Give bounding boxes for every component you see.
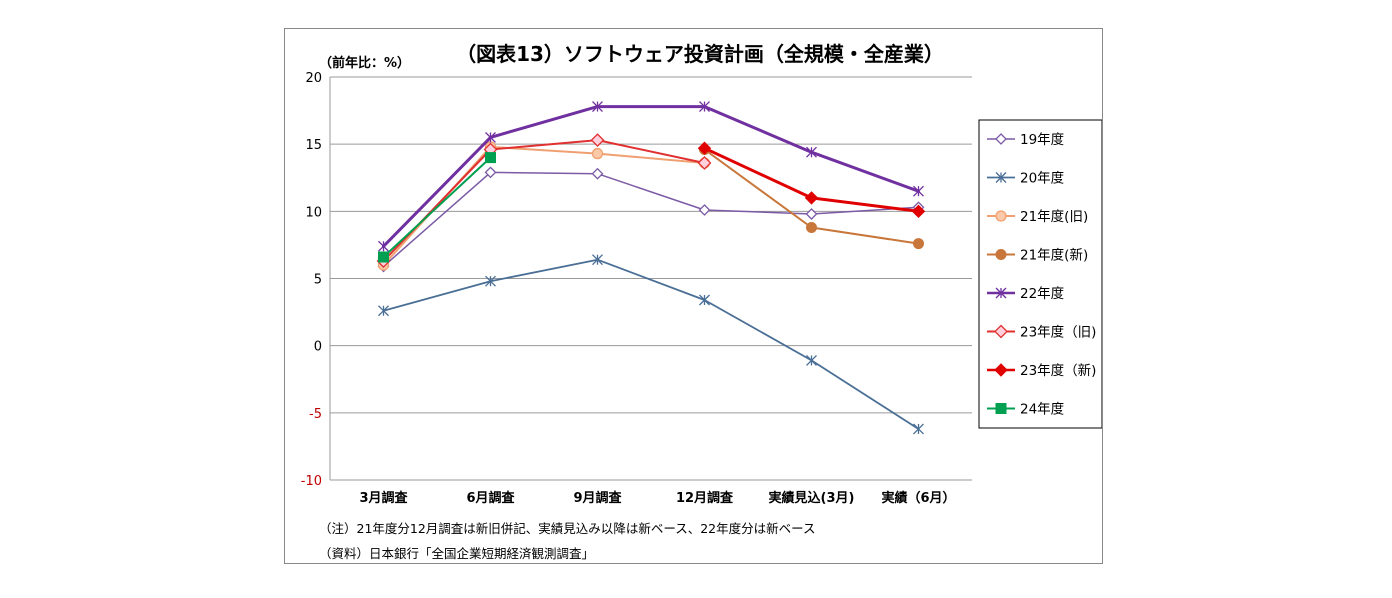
legend-entry: 19年度	[987, 132, 1064, 148]
data-point	[913, 423, 924, 435]
series	[378, 101, 924, 252]
x-tick-labels: 3月調査 6月調査 9月調査 12月調査 実績見込(3月) 実績（6月）	[359, 490, 955, 506]
chart-frame: （図表13）ソフトウェア投資計画（全規模・全産業） （前年比：%） 20 15 10…	[284, 28, 1103, 564]
x-tick-label: 実績見込(3月)	[769, 490, 855, 506]
data-point	[378, 240, 389, 252]
data-point	[995, 133, 1007, 145]
legend-label: 21年度(旧)	[1020, 209, 1088, 225]
data-point	[699, 294, 710, 306]
legend-box	[978, 119, 1102, 429]
note-text: （注）21年度分12月調査は新旧併記、実績見込み以降は新ベース、22年度分は新ベ…	[319, 521, 816, 536]
data-point	[806, 221, 817, 233]
data-point	[484, 166, 497, 179]
legend-entry: 22年度	[987, 286, 1064, 302]
x-tick-label: 9月調査	[573, 490, 622, 506]
y-tick-label: -5	[309, 407, 322, 422]
legend-entry: 24年度	[987, 402, 1064, 418]
legend-label: 21年度(新)	[1020, 248, 1088, 264]
legend-entry: 23年度（旧)	[987, 325, 1096, 341]
series	[377, 141, 711, 271]
data-point	[592, 101, 603, 113]
x-tick-label: 12月調査	[676, 490, 734, 506]
series	[378, 254, 924, 435]
y-tick-label: 10	[305, 205, 322, 220]
data-point	[995, 403, 1007, 414]
series-line	[382, 171, 920, 268]
data-point	[995, 249, 1007, 260]
legend-label: 20年度	[1020, 171, 1064, 187]
y-axis-label: （前年比：%）	[319, 55, 410, 71]
legend-label: 22年度	[1020, 286, 1064, 302]
data-point	[806, 354, 817, 366]
data-point	[913, 185, 924, 197]
legend: 19年度 20年度 21年度(旧) 21年度(新) 22年度 23年度（旧) 23年度（新)…	[978, 119, 1102, 429]
legend-label: 24年度	[1020, 402, 1064, 418]
series-line	[382, 145, 706, 267]
data-point	[591, 147, 604, 160]
data-point	[485, 275, 496, 287]
data-point	[911, 204, 926, 219]
data-point	[378, 251, 389, 263]
grid	[329, 76, 972, 481]
series	[377, 166, 925, 273]
chart-title: （図表13）ソフトウェア投資計画（全規模・全産業）	[456, 42, 944, 66]
data-point	[995, 287, 1007, 299]
data-point	[994, 363, 1008, 377]
data-point	[995, 210, 1007, 222]
data-point	[995, 172, 1007, 183]
data-point	[378, 305, 389, 317]
data-point	[806, 146, 817, 158]
data-point	[590, 133, 605, 148]
data-point	[592, 254, 603, 266]
series-line	[382, 105, 920, 248]
line-chart: （図表13）ソフトウェア投資計画（全規模・全産業） （前年比：%） 20 15 10…	[301, 42, 1102, 506]
x-tick-label: 3月調査	[359, 490, 408, 506]
data-point	[697, 141, 712, 155]
x-tick-label: 実績（6月）	[881, 490, 955, 506]
y-tick-label: 0	[314, 340, 322, 355]
data-point	[804, 191, 819, 205]
data-point	[699, 101, 710, 113]
data-point	[591, 167, 604, 180]
y-tick-label: 20	[305, 71, 322, 86]
y-tick-labels: 20 15 10 5 0 -5 -10	[301, 71, 322, 489]
series-line	[382, 139, 706, 262]
data-point	[994, 324, 1008, 339]
y-tick-label: 5	[314, 273, 322, 288]
data-point	[805, 208, 818, 220]
legend-label: 19年度	[1020, 132, 1064, 148]
data-point	[913, 238, 924, 250]
data-point	[697, 156, 712, 170]
legend-label: 23年度（新)	[1020, 363, 1096, 379]
data-point	[485, 152, 496, 164]
legend-entry: 23年度（新)	[987, 363, 1096, 379]
series-group	[376, 101, 926, 435]
series-line	[382, 258, 920, 430]
series	[378, 152, 496, 263]
series	[697, 141, 926, 219]
data-point	[485, 131, 496, 143]
y-tick-label: -10	[301, 474, 322, 489]
legend-entry: 21年度(旧)	[987, 209, 1088, 225]
data-point	[698, 204, 711, 216]
legend-entry: 21年度(新)	[987, 248, 1088, 264]
source-text: （資料）日本銀行「全国企業短期経済観測調査」	[319, 546, 595, 561]
y-tick-label: 15	[305, 138, 322, 153]
series-line	[382, 156, 492, 258]
x-tick-label: 6月調査	[466, 490, 515, 506]
legend-entry: 20年度	[987, 171, 1064, 187]
legend-label: 23年度（旧)	[1020, 325, 1096, 341]
